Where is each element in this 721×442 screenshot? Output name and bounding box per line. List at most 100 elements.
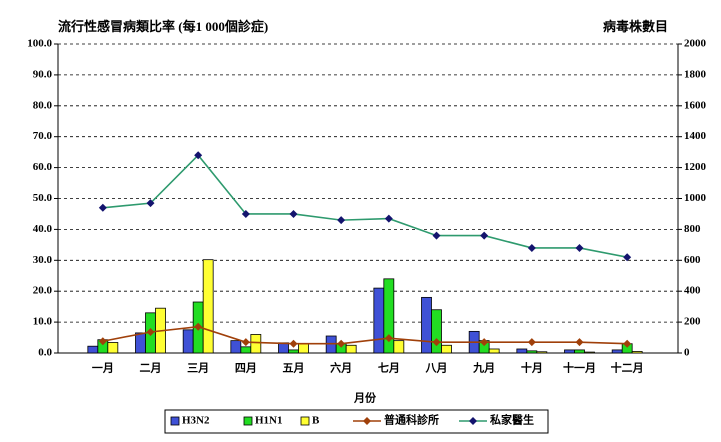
- y-tick-label: 80.0: [33, 99, 53, 111]
- y-tick-label: 20.0: [33, 285, 53, 297]
- legend-label: 普通科診所: [384, 413, 439, 427]
- chart-title: 流行性感冒病類比率 (每1 000個診症): [58, 19, 268, 34]
- x-tick-label: 一月: [92, 362, 114, 375]
- marker: [241, 338, 250, 347]
- marker: [146, 199, 155, 208]
- bar: [421, 296, 432, 354]
- y2-tick-label: 1200: [684, 161, 707, 173]
- y-tick-label: 50.0: [33, 192, 53, 204]
- legend-swatch: [300, 416, 310, 426]
- legend-label: H3N2: [182, 415, 210, 427]
- marker: [289, 209, 298, 218]
- bar: [182, 329, 194, 354]
- marker: [337, 216, 346, 225]
- y2-tick-label: 2000: [684, 38, 707, 50]
- bar: [536, 351, 548, 354]
- marker: [384, 214, 393, 223]
- marker: [194, 151, 203, 160]
- line: [102, 325, 628, 345]
- bar: [298, 343, 309, 354]
- legend-label: H1N1: [255, 415, 283, 427]
- bar: [107, 342, 119, 354]
- bar: [611, 349, 623, 354]
- marker: [146, 327, 155, 336]
- y-tick-label: 60.0: [33, 161, 53, 173]
- line: [102, 154, 628, 258]
- y2-tick-label: 200: [684, 316, 701, 328]
- x-title: 月份: [353, 391, 377, 405]
- bar: [584, 351, 595, 354]
- x-tick-label: 十二月: [611, 361, 644, 375]
- bar: [564, 349, 575, 354]
- bar: [516, 348, 528, 354]
- y2-tick-label: 0: [684, 347, 690, 359]
- legend-marker: [469, 417, 477, 425]
- bar: [441, 344, 452, 354]
- bar: [135, 332, 146, 354]
- legend-swatch: [243, 416, 253, 426]
- bar: [288, 349, 299, 354]
- bar: [526, 350, 538, 354]
- bar: [373, 287, 385, 354]
- y-tick-label: 70.0: [33, 130, 53, 142]
- marker: [289, 339, 298, 348]
- x-tick-label: 六月: [330, 361, 352, 375]
- bar: [574, 349, 585, 354]
- bar: [278, 342, 289, 354]
- x-tick-label: 三月: [187, 362, 209, 375]
- x-tick-label: 九月: [472, 361, 495, 375]
- marker: [384, 334, 393, 343]
- y2-tick-label: 600: [684, 254, 701, 266]
- marker: [480, 231, 489, 240]
- y-tick-label: 30.0: [33, 254, 53, 266]
- marker: [480, 338, 489, 347]
- bar: [393, 340, 405, 354]
- marker: [98, 337, 107, 346]
- bar: [488, 348, 500, 354]
- y-tick-label: 100.0: [27, 38, 52, 50]
- bar: [431, 309, 442, 354]
- x-tick-label: 十一月: [563, 361, 596, 375]
- marker: [194, 322, 203, 331]
- x-tick-label: 二月: [140, 362, 162, 375]
- y2-tick-label: 400: [684, 285, 701, 297]
- y2-tick-label: 1400: [684, 130, 707, 142]
- x-tick-label: 十月: [521, 361, 543, 375]
- bar: [383, 278, 395, 354]
- y-tick-label: 90.0: [33, 68, 53, 80]
- y2-tick-label: 1800: [684, 68, 707, 80]
- y2-tick-label: 800: [684, 223, 701, 235]
- y-tick-label: 10.0: [33, 316, 53, 328]
- x-tick-label: 七月: [378, 361, 400, 375]
- bar: [250, 334, 262, 354]
- bar: [87, 345, 99, 354]
- y2-tick-label: 1600: [684, 99, 707, 111]
- marker: [432, 231, 441, 240]
- y2-tick-label: 1000: [684, 192, 707, 204]
- bar: [631, 351, 643, 354]
- marker: [432, 338, 441, 347]
- marker: [241, 209, 250, 218]
- marker: [527, 243, 536, 252]
- marker: [527, 338, 536, 347]
- marker: [623, 253, 632, 262]
- marker: [337, 339, 346, 348]
- bar: [202, 259, 214, 354]
- marker: [575, 243, 584, 252]
- marker: [575, 338, 584, 347]
- x-tick-label: 五月: [283, 362, 305, 375]
- marker: [98, 203, 107, 212]
- legend-label: 私家醫生: [490, 413, 534, 427]
- bar: [240, 346, 252, 354]
- legend-label: B: [312, 415, 320, 427]
- y-tick-label: 40.0: [33, 223, 53, 235]
- y-tick-label: 0.0: [38, 347, 52, 359]
- legend-marker: [363, 417, 371, 425]
- bar: [345, 344, 357, 354]
- bar: [230, 340, 242, 354]
- legend-swatch: [170, 416, 180, 426]
- marker: [623, 339, 632, 348]
- x-tick-label: 八月: [425, 362, 448, 375]
- y2-title: 病毒株數目: [603, 19, 668, 34]
